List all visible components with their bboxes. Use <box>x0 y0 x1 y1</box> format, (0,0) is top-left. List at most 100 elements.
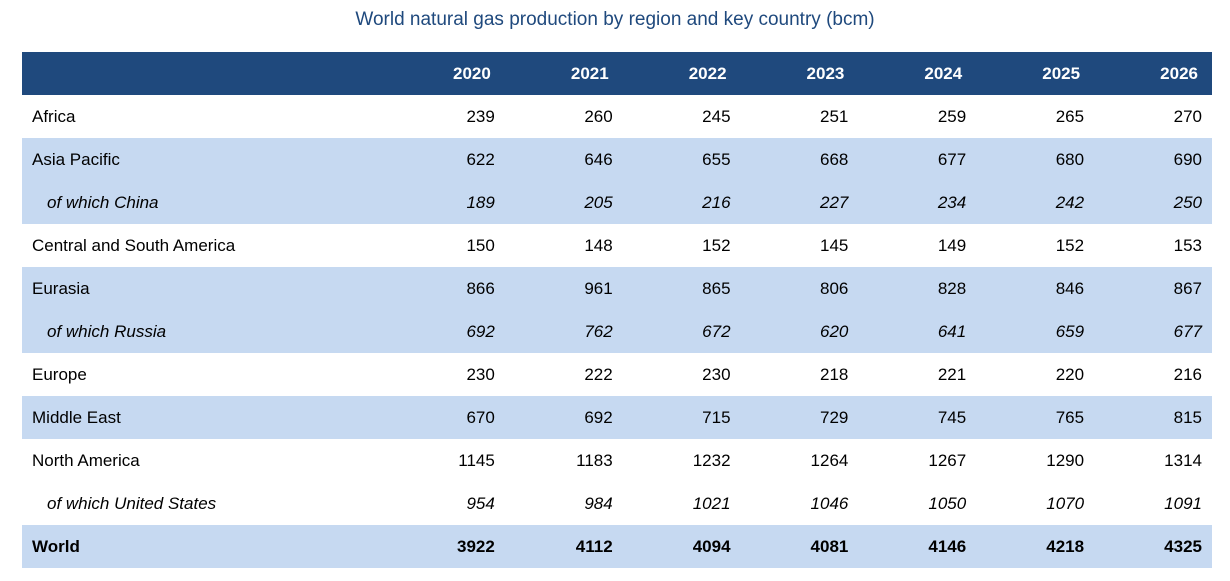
table-cell: 221 <box>937 364 967 384</box>
table-cell: 234 <box>937 192 967 212</box>
table-cell: 620 <box>820 321 849 341</box>
row-label: Eurasia <box>32 278 90 298</box>
column-header-2025: 2025 <box>1042 63 1081 83</box>
table-row-central-south-america: Central and South America 150 148 152 14… <box>22 224 1212 267</box>
row-label: Middle East <box>32 407 121 427</box>
table-cell: 227 <box>820 192 849 212</box>
gas-production-table: 2020 2021 2022 2023 2024 2025 2026 Afric… <box>22 52 1212 568</box>
table-cell: 218 <box>820 364 849 384</box>
table-row-united-states: of which United States 954 984 1021 1046… <box>22 482 1212 525</box>
table-cell: 692 <box>466 321 495 341</box>
table-row-world-total: World 3922 4112 4094 4081 4146 4218 4325 <box>22 525 1212 568</box>
table-cell: 153 <box>1173 235 1202 255</box>
table-cell: 216 <box>1173 364 1202 384</box>
table-cell: 4146 <box>928 536 967 556</box>
table-cell: 251 <box>820 106 849 126</box>
table-cell: 828 <box>937 278 967 298</box>
column-header-region <box>22 52 387 95</box>
table-cell: 762 <box>584 321 613 341</box>
row-label: of which China <box>47 192 159 212</box>
table-cell: 1046 <box>810 493 849 513</box>
table-cell: 672 <box>702 321 731 341</box>
table-cell: 646 <box>584 149 613 169</box>
row-label: Asia Pacific <box>32 149 120 169</box>
table-cell: 677 <box>937 149 967 169</box>
table-cell: 1050 <box>928 493 967 513</box>
row-label: North America <box>32 450 140 470</box>
table-cell: 692 <box>584 407 613 427</box>
table-cell: 222 <box>584 364 613 384</box>
table-cell: 1314 <box>1164 450 1202 470</box>
table-cell: 865 <box>702 278 731 298</box>
column-header-2021: 2021 <box>570 63 609 83</box>
table-cell: 815 <box>1173 407 1202 427</box>
table-cell: 1070 <box>1046 493 1085 513</box>
table-cell: 984 <box>584 493 613 513</box>
table-cell: 216 <box>702 192 731 212</box>
table-row-eurasia: Eurasia 866 961 865 806 828 846 867 <box>22 267 1212 310</box>
column-header-2024: 2024 <box>924 63 963 83</box>
table-cell: 690 <box>1173 149 1202 169</box>
table-row-asia-pacific: Asia Pacific 622 646 655 668 677 680 690 <box>22 138 1212 181</box>
table-cell: 4081 <box>810 536 849 556</box>
table-cell: 4218 <box>1046 536 1085 556</box>
row-label: Africa <box>32 106 76 126</box>
table-cell: 189 <box>466 192 495 212</box>
table-cell: 265 <box>1055 106 1085 126</box>
table-cell: 4325 <box>1164 536 1202 556</box>
table-cell: 260 <box>584 106 613 126</box>
table-cell: 259 <box>937 106 967 126</box>
table-row-africa: Africa 239 260 245 251 259 265 270 <box>22 95 1212 138</box>
column-header-2022: 2022 <box>688 63 727 83</box>
table-cell: 245 <box>702 106 731 126</box>
table-cell: 745 <box>937 407 967 427</box>
table-cell: 3922 <box>457 536 495 556</box>
table-cell: 846 <box>1055 278 1085 298</box>
column-header-2020: 2020 <box>453 63 491 83</box>
row-label: of which Russia <box>47 321 167 341</box>
table-cell: 622 <box>466 149 495 169</box>
table-cell: 205 <box>584 192 613 212</box>
table-cell: 1091 <box>1164 493 1202 513</box>
table-cell: 677 <box>1173 321 1202 341</box>
table-cell: 1145 <box>458 450 495 470</box>
table-row-middle-east: Middle East 670 692 715 729 745 765 815 <box>22 396 1212 439</box>
table-cell: 148 <box>584 235 613 255</box>
table-title: World natural gas production by region a… <box>355 9 875 30</box>
table-cell: 670 <box>466 407 495 427</box>
column-header-2023: 2023 <box>806 63 845 83</box>
table-row-north-america: North America 1145 1183 1232 1264 1267 1… <box>22 439 1212 482</box>
table-cell: 954 <box>466 493 495 513</box>
table-cell: 145 <box>820 235 849 255</box>
table-cell: 4094 <box>692 536 731 556</box>
table-cell: 668 <box>820 149 849 169</box>
table-cell: 152 <box>702 235 731 255</box>
row-label: Central and South America <box>32 235 236 255</box>
table-cell: 765 <box>1055 407 1085 427</box>
table-cell: 242 <box>1055 192 1085 212</box>
row-label: Europe <box>32 364 87 384</box>
table-cell: 729 <box>820 407 849 427</box>
header-row: 2020 2021 2022 2023 2024 2025 2026 <box>22 52 1212 95</box>
table-cell: 1021 <box>692 493 731 513</box>
table-cell: 655 <box>702 149 731 169</box>
table-cell: 680 <box>1055 149 1085 169</box>
table-row-russia: of which Russia 692 762 672 620 641 659 … <box>22 310 1212 353</box>
table-cell: 1232 <box>692 450 731 470</box>
table-cell: 250 <box>1173 192 1202 212</box>
table-cell: 1264 <box>810 450 849 470</box>
table-cell: 150 <box>466 235 495 255</box>
table-cell: 806 <box>820 278 849 298</box>
table-cell: 4112 <box>575 536 613 556</box>
table-cell: 239 <box>466 106 495 126</box>
row-label: World <box>32 536 80 556</box>
table-cell: 230 <box>702 364 731 384</box>
table-row-europe: Europe 230 222 230 218 221 220 216 <box>22 353 1212 396</box>
table-cell: 641 <box>937 321 967 341</box>
table-cell: 220 <box>1055 364 1085 384</box>
table-cell: 961 <box>584 278 613 298</box>
column-header-2026: 2026 <box>1160 63 1198 83</box>
table-cell: 866 <box>466 278 495 298</box>
table-cell: 715 <box>702 407 731 427</box>
table-cell: 270 <box>1173 106 1202 126</box>
